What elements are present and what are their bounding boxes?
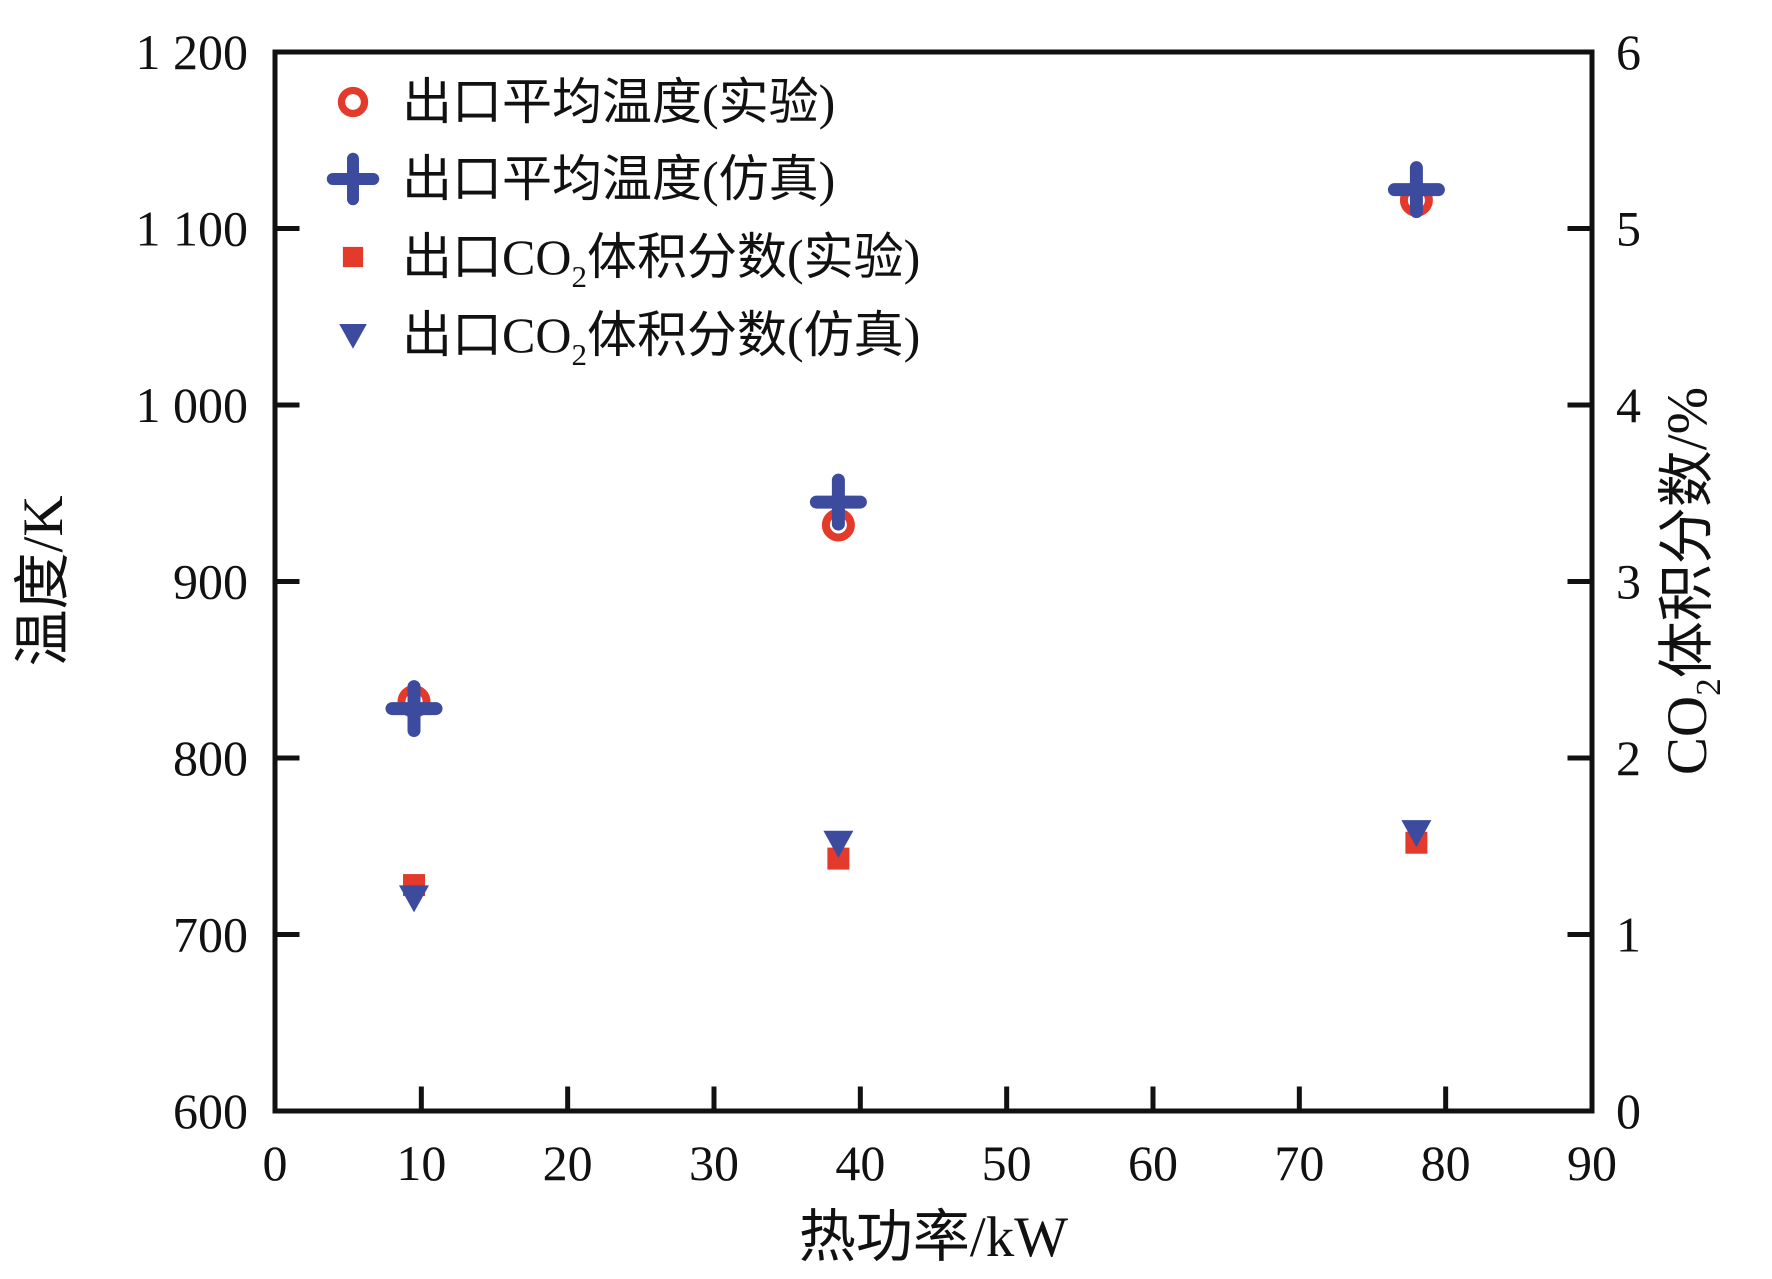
x-axis-title: 热功率/kW [799, 1206, 1068, 1269]
y-left-tick-label: 1 100 [136, 201, 249, 257]
y-right-tick-label: 5 [1616, 201, 1641, 257]
series-co2-exp [403, 831, 1428, 897]
x-tick-label: 80 [1421, 1135, 1471, 1191]
marker-co2-sim-2 [1401, 820, 1432, 848]
marker-temp-sim-1 [809, 473, 867, 531]
x-axis: 0 10 20 30 40 50 60 70 80 90 热功率/kW [263, 1086, 1617, 1269]
legend-label-co2-sim: 出口CO2体积分数(仿真) [402, 307, 920, 372]
y-axis-left: 600 700 800 900 1 000 1 100 1 200 温度/K [12, 24, 300, 1139]
marker-co2-sim-0 [399, 885, 430, 913]
marker-co2-sim-1 [823, 830, 854, 858]
x-tick-label: 90 [1567, 1135, 1617, 1191]
y-right-tick-label: 4 [1616, 377, 1641, 433]
y-left-tick-label: 600 [173, 1083, 248, 1139]
legend-item-temp-exp: 出口平均温度(实验) [337, 74, 835, 130]
x-tick-label: 70 [1274, 1135, 1324, 1191]
x-tick-label: 50 [982, 1135, 1032, 1191]
legend-marker-plus-icon [326, 152, 380, 206]
y-left-tick-label: 700 [173, 907, 248, 963]
x-tick-label: 60 [1128, 1135, 1178, 1191]
marker-temp-sim-2 [1387, 161, 1445, 219]
y-right-tick-label: 1 [1616, 907, 1641, 963]
y-right-tick-label: 6 [1616, 24, 1641, 80]
plot-frame [272, 49, 1595, 1114]
y-right-axis-title: CO2体积分数/% [1656, 387, 1728, 775]
y-right-tick-label: 2 [1616, 730, 1641, 786]
y-left-axis-title: 温度/K [12, 496, 75, 667]
marker-temp-sim-0 [385, 680, 443, 738]
x-tick-label: 40 [835, 1135, 885, 1191]
legend-item-temp-sim: 出口平均温度(仿真) [326, 151, 835, 207]
x-tick-label: 20 [543, 1135, 593, 1191]
legend-item-co2-exp: 出口CO2体积分数(实验) [342, 229, 920, 294]
legend-label-co2-exp: 出口CO2体积分数(实验) [402, 229, 920, 294]
x-tick-label: 30 [689, 1135, 739, 1191]
x-tick-label: 0 [263, 1135, 288, 1191]
y-left-tick-label: 1 200 [136, 24, 249, 80]
y-left-tick-label: 800 [173, 730, 248, 786]
legend: 出口平均温度(实验) 出口平均温度(仿真) 出口CO2体积分数(实验) 出口CO2体积… [326, 74, 920, 372]
legend-marker-triangle-down-icon [339, 323, 367, 349]
legend-marker-open-circle-icon [337, 86, 369, 118]
x-tick-label: 10 [396, 1135, 446, 1191]
legend-marker-filled-square-icon [342, 246, 364, 268]
y-right-tick-label: 3 [1616, 554, 1641, 610]
y-axis-right: 0 1 2 3 4 5 6 CO2体积分数/% [1567, 24, 1728, 1139]
marker-co2-exp-1 [827, 847, 850, 870]
y-left-tick-label: 1 000 [136, 377, 249, 433]
y-right-tick-label: 0 [1616, 1083, 1641, 1139]
legend-label-temp-sim: 出口平均温度(仿真) [402, 151, 835, 207]
series-co2-sim [399, 820, 1432, 913]
legend-label-temp-exp: 出口平均温度(实验) [402, 74, 835, 130]
legend-item-co2-sim: 出口CO2体积分数(仿真) [339, 307, 920, 372]
y-left-tick-label: 900 [173, 554, 248, 610]
series-temp-sim [385, 161, 1445, 738]
